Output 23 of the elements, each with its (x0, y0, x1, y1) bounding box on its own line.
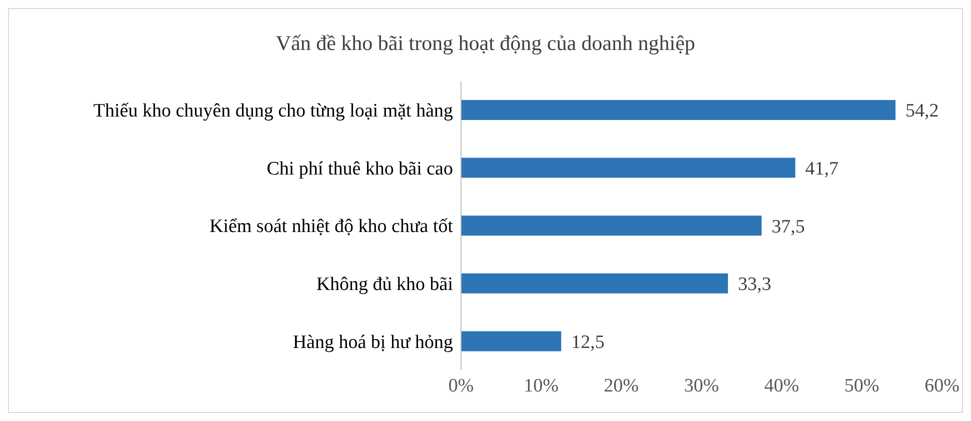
x-tick-label: 40% (764, 375, 800, 396)
y-tick-label: Thiếu kho chuyên dụng cho từng loại mặt hàng (93, 100, 454, 122)
bar (461, 100, 896, 120)
data-label: 41,7 (805, 158, 839, 180)
x-tick-label: 50% (844, 375, 880, 396)
x-tick-label: 0% (448, 375, 474, 396)
chart-title: Vấn đề kho bãi trong hoạt động của doanh nghiệp (274, 30, 696, 57)
y-tick-label: Kiểm soát nhiệt độ kho chưa tốt (209, 216, 454, 238)
y-tick-label: Chi phí thuê kho bãi cao (266, 158, 453, 180)
bar (461, 273, 728, 294)
data-label: 54,2 (906, 100, 939, 122)
data-label: 33,3 (738, 274, 772, 296)
x-tick-label: 20% (604, 375, 639, 396)
y-tick-label: Hàng hoá bị hư hỏng (292, 332, 454, 353)
bar (461, 158, 796, 178)
data-label: 12,5 (571, 332, 604, 353)
x-tick-label: 60% (924, 375, 960, 396)
bar (461, 331, 562, 352)
x-tick-label: 30% (684, 375, 720, 396)
y-tick-label: Không đủ kho bãi (316, 274, 453, 296)
bar (461, 216, 762, 236)
data-label: 37,5 (772, 216, 805, 238)
x-tick-label: 10% (524, 375, 559, 396)
